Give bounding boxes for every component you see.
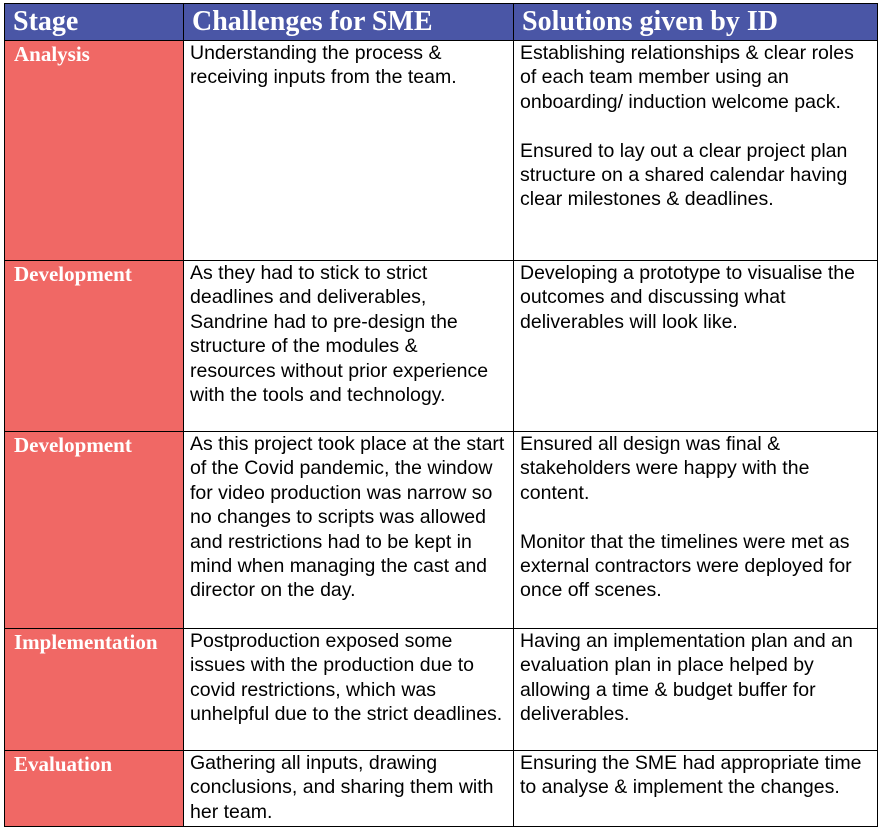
stage-cell: Development: [4, 431, 184, 629]
challenge-cell: Understanding the process & receiving in…: [183, 40, 514, 261]
table-row: Analysis Understanding the process & rece…: [4, 40, 878, 261]
stage-cell: Development: [4, 260, 184, 432]
solution-paragraph: Ensured to lay out a clear project plan …: [520, 139, 848, 211]
challenge-cell: Postproduction exposed some issues with …: [183, 628, 514, 751]
solution-cell: Establishing relationships & clear roles…: [513, 40, 878, 261]
table-row: Evaluation Gathering all inputs, drawing …: [4, 750, 878, 827]
header-challenges: Challenges for SME: [183, 3, 514, 41]
stage-cell: Evaluation: [4, 750, 184, 827]
solution-cell: Ensured all design was final & stakehold…: [513, 431, 878, 629]
challenge-paragraph: Gathering all inputs, drawing conclusion…: [190, 752, 494, 823]
solution-cell: Ensuring the SME had appropriate time to…: [513, 750, 878, 827]
stage-cell: Implementation: [4, 628, 184, 751]
challenge-paragraph: As they had to stick to strict deadlines…: [190, 262, 489, 407]
solution-paragraph: Establishing relationships & clear roles…: [520, 42, 854, 113]
solution-paragraph: Having an implementation plan and an eva…: [520, 630, 853, 726]
solution-paragraph: Monitor that the timelines were met as e…: [520, 530, 852, 602]
solution-paragraph: Ensuring the SME had appropriate time to…: [520, 752, 862, 799]
solution-cell: Developing a prototype to visualise the …: [513, 260, 878, 432]
table-row: Development As they had to stick to stric…: [4, 260, 878, 432]
challenge-cell: As this project took place at the start …: [183, 431, 514, 629]
challenge-paragraph: Understanding the process & receiving in…: [190, 42, 457, 89]
challenge-paragraph: Postproduction exposed some issues with …: [190, 630, 503, 726]
stage-cell: Analysis: [4, 40, 184, 261]
solution-paragraph: Developing a prototype to visualise the …: [520, 262, 855, 333]
challenge-paragraph: As this project took place at the start …: [190, 433, 505, 602]
header-stage: Stage: [4, 3, 184, 41]
header-solutions: Solutions given by ID: [513, 3, 878, 41]
solution-paragraph: Ensured all design was final & stakehold…: [520, 433, 810, 504]
table-row: Implementation Postproduction exposed som…: [4, 628, 878, 751]
table-row: Development As this project took place at…: [4, 431, 878, 629]
stage-challenges-table: Stage Challenges for SME Solutions given…: [4, 3, 878, 827]
solution-cell: Having an implementation plan and an eva…: [513, 628, 878, 751]
challenge-cell: Gathering all inputs, drawing conclusion…: [183, 750, 514, 827]
challenge-cell: As they had to stick to strict deadlines…: [183, 260, 514, 432]
header-row: Stage Challenges for SME Solutions given…: [4, 3, 878, 41]
